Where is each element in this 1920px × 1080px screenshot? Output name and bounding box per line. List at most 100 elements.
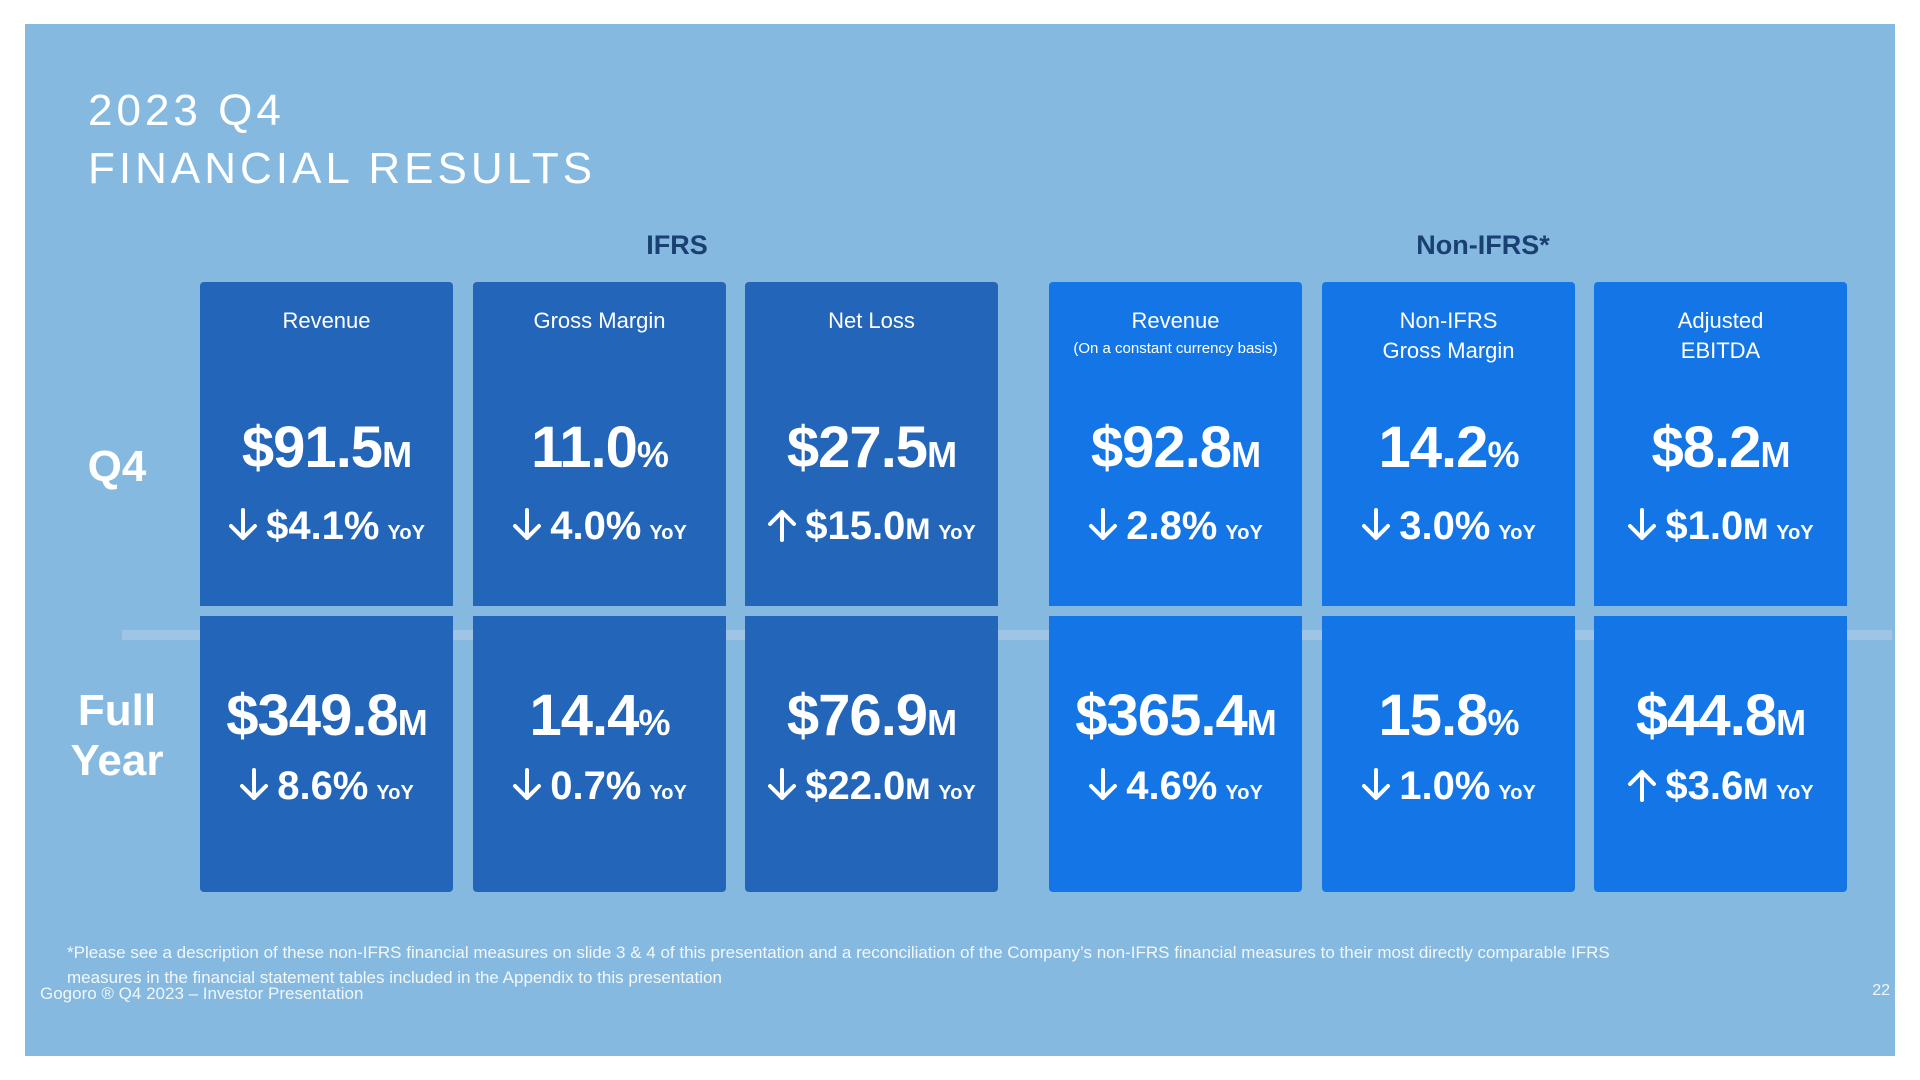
metric-value-suffix: % [1487, 702, 1519, 743]
metric-value: $8.2M [1594, 414, 1847, 481]
metric-value: 15.8% [1322, 682, 1575, 749]
yoy-change-value: $3.6 [1665, 764, 1744, 808]
row-label-year: Year [70, 736, 164, 785]
yoy-label: YoY [649, 782, 687, 804]
metric-value-suffix: M [1246, 702, 1277, 743]
card-title-line: Revenue [282, 308, 371, 333]
metric-value: 14.2% [1322, 414, 1575, 481]
yoy-change-value: 0.7% [550, 764, 642, 808]
card-title: Adjusted EBITDA [1594, 306, 1847, 366]
metric-value-number: $44.8 [1635, 683, 1777, 748]
title-line-1: 2023 Q4 [88, 86, 285, 135]
footer-text: Gogoro ® Q4 2023 – Investor Presentation [40, 984, 364, 1003]
metric-value-number: $8.2 [1651, 415, 1762, 480]
yoy-label: YoY [376, 782, 414, 804]
title-line-2: FINANCIAL RESULTS [88, 144, 597, 193]
metric-value-suffix: M [927, 434, 957, 475]
yoy-change: $4.1% YoY [200, 504, 453, 549]
card-title: Net Loss [745, 306, 998, 336]
yoy-label: YoY [387, 522, 425, 544]
row-label-q4: Q4 [87, 442, 147, 491]
yoy-change-value: 4.6% [1126, 764, 1218, 808]
metric-value-number: $27.5 [786, 415, 928, 480]
yoy-label: YoY [1776, 522, 1814, 544]
metric-value-number: 15.8 [1378, 683, 1489, 748]
yoy-change-value: $22.0 [805, 764, 906, 808]
group-header-ifrs: IFRS [646, 230, 708, 260]
yoy-change-suffix: M [1743, 513, 1769, 546]
metric-card-fy: $365.4M 4.6% YoY [1049, 616, 1302, 892]
metric-value: $44.8M [1594, 682, 1847, 749]
slide-title: 2023 Q4 FINANCIAL RESULTS [88, 82, 596, 198]
yoy-change: 4.0% YoY [473, 504, 726, 549]
arrow-down-icon [1089, 508, 1118, 540]
metric-value-number: $92.8 [1090, 415, 1232, 480]
yoy-change: $1.0M YoY [1594, 504, 1847, 549]
yoy-change: 3.0% YoY [1322, 504, 1575, 549]
yoy-change: 4.6% YoY [1049, 764, 1302, 809]
arrow-down-icon [1362, 768, 1391, 800]
metric-value-number: $365.4 [1075, 683, 1247, 748]
metric-value-number: $349.8 [226, 683, 398, 748]
arrow-down-icon [1089, 768, 1118, 800]
metric-value-number: 11.0 [531, 415, 638, 480]
metric-value: $76.9M [745, 682, 998, 749]
arrow-down-icon [1362, 508, 1391, 540]
yoy-change: $3.6M YoY [1594, 764, 1847, 809]
metric-card-fy: 15.8% 1.0% YoY [1322, 616, 1575, 892]
card-title: Non-IFRS Gross Margin [1322, 306, 1575, 366]
metric-value: $349.8M [200, 682, 453, 749]
card-title: Revenue (On a constant currency basis) [1049, 306, 1302, 360]
arrow-up-icon [1628, 770, 1657, 802]
yoy-label: YoY [1498, 522, 1536, 544]
yoy-change-value: 8.6% [277, 764, 369, 808]
card-title: Revenue [200, 306, 453, 336]
metric-value-suffix: M [382, 434, 412, 475]
card-title-line: Gross Margin [533, 308, 666, 333]
yoy-change-suffix: M [1743, 773, 1769, 806]
metric-card-fy: $44.8M $3.6M YoY [1594, 616, 1847, 892]
arrow-down-icon [229, 508, 258, 540]
card-title-line: Non-IFRS [1399, 308, 1498, 333]
yoy-change: $15.0M YoY [745, 504, 998, 549]
metric-value-number: 14.4 [529, 683, 640, 748]
yoy-change-suffix: M [905, 773, 931, 806]
card-title-line: Revenue [1131, 308, 1220, 333]
yoy-change-value: 4.0% [550, 504, 642, 548]
page-number: 22 [1872, 982, 1890, 999]
metric-value: $91.5M [200, 414, 453, 481]
metric-card-q4: Revenue $91.5M $4.1% YoY [200, 282, 453, 606]
metric-card-fy: $76.9M $22.0M YoY [745, 616, 998, 892]
metric-value-suffix: % [1487, 434, 1519, 475]
metric-card-q4: Net Loss $27.5M $15.0M YoY [745, 282, 998, 606]
metric-value: $27.5M [745, 414, 998, 481]
card-title-line-2: EBITDA [1680, 338, 1761, 363]
yoy-change-value: $4.1% [266, 504, 380, 548]
arrow-down-icon [1628, 508, 1657, 540]
metric-value-suffix: M [1776, 702, 1806, 743]
yoy-change-suffix: M [905, 513, 931, 546]
card-title-line: Adjusted [1677, 308, 1764, 333]
metric-value-suffix: M [1760, 434, 1790, 475]
yoy-label: YoY [1776, 782, 1814, 804]
metric-card-q4: Gross Margin 11.0% 4.0% YoY [473, 282, 726, 606]
metric-card-q4: Adjusted EBITDA $8.2M $1.0M YoY [1594, 282, 1847, 606]
yoy-label: YoY [649, 522, 687, 544]
yoy-label: YoY [938, 522, 976, 544]
metric-value-suffix: M [927, 702, 957, 743]
arrow-up-icon [768, 510, 797, 542]
arrow-down-icon [768, 768, 797, 800]
yoy-label: YoY [1225, 782, 1263, 804]
yoy-change: $22.0M YoY [745, 764, 998, 809]
card-title: Gross Margin [473, 306, 726, 336]
yoy-change: 0.7% YoY [473, 764, 726, 809]
yoy-label: YoY [1498, 782, 1536, 804]
yoy-label: YoY [1225, 522, 1263, 544]
yoy-change-value: 2.8% [1126, 504, 1218, 548]
footnote: *Please see a description of these non-I… [67, 943, 1610, 987]
metric-value-number: $76.9 [786, 683, 928, 748]
yoy-change-value: $1.0 [1665, 504, 1744, 548]
metric-card-q4: Revenue (On a constant currency basis) $92… [1049, 282, 1302, 606]
metric-card-fy: $349.8M 8.6% YoY [200, 616, 453, 892]
metric-value: $365.4M [1049, 682, 1302, 749]
